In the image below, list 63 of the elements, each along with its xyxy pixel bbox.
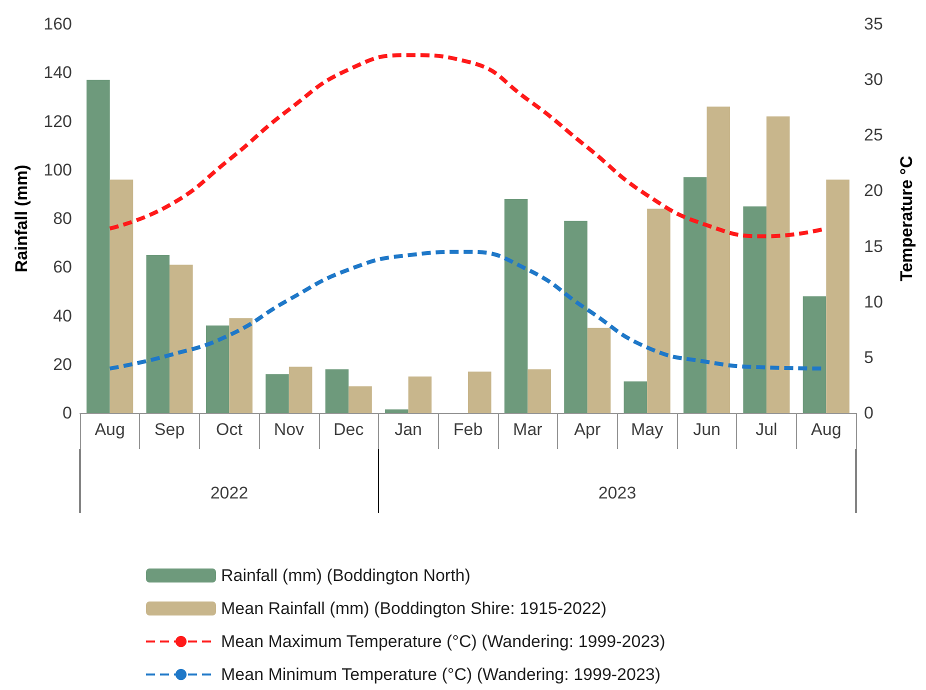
x-tick-label: Feb [453, 420, 483, 439]
y-tick-label: 140 [44, 63, 72, 82]
bar [683, 177, 707, 413]
legend-label: Mean Minimum Temperature (°C) (Wandering: 1999-2023) [221, 665, 661, 684]
bar [146, 254, 170, 413]
bar [706, 106, 730, 413]
bar [348, 386, 372, 413]
bar [408, 376, 432, 413]
x-tick-label: Nov [274, 420, 305, 439]
y2-tick-label: 10 [864, 292, 883, 312]
legend-label: Mean Maximum Temperature (°C) (Wandering: 1999-2023) [221, 632, 666, 651]
y2-tick-label: 15 [864, 236, 883, 256]
y2-tick-label: 5 [864, 348, 874, 367]
bar [564, 220, 588, 413]
bar [504, 199, 528, 413]
y2-tick-label: 25 [864, 126, 883, 145]
x-tick-label: Jun [693, 420, 720, 439]
bar [468, 372, 492, 413]
x-tick-label: Apr [574, 420, 601, 439]
legend-label: Mean Rainfall (mm) (Boddington Shire: 1915-2022) [221, 599, 607, 618]
x-tick-label: Sep [154, 420, 185, 439]
bar [385, 409, 408, 413]
y2-tick-label: 35 [864, 14, 883, 34]
bar [647, 208, 670, 413]
bar [826, 180, 850, 413]
x-tick-label: Oct [216, 420, 243, 439]
y-axis-title: Rainfall (mm) [12, 164, 31, 272]
y-tick-label: 0 [62, 404, 72, 422]
bar [86, 80, 110, 413]
text: 2022 [210, 484, 248, 502]
y2-tick-label: 20 [864, 181, 883, 200]
bar [624, 381, 648, 413]
x-tick-label: Mar [513, 420, 543, 439]
y-tick-label: 40 [53, 306, 72, 326]
bar [802, 296, 826, 413]
bar [110, 180, 134, 413]
bar [229, 318, 253, 413]
x-tick-label: Jan [394, 420, 422, 439]
bar [266, 374, 289, 413]
text: 2023 [598, 484, 636, 502]
bar [743, 206, 766, 413]
x-tick-label: Jul [756, 420, 778, 439]
y-tick-label: 160 [44, 14, 72, 34]
legend-label: Rainfall (mm) (Boddington North) [221, 566, 470, 585]
y2-axis-title: Temperature °C [897, 156, 916, 282]
y-tick-label: 80 [53, 209, 72, 228]
x-tick-label: Aug [811, 420, 842, 439]
y-tick-label: 20 [53, 354, 72, 374]
x-tick-label: Aug [94, 420, 125, 439]
y2-tick-label: 30 [864, 70, 883, 90]
bar [325, 369, 349, 413]
y-tick-label: 120 [44, 112, 72, 131]
bar [288, 366, 312, 413]
bar [766, 116, 790, 413]
bar [206, 325, 230, 413]
x-tick-label: Dec [334, 420, 364, 439]
bar [587, 328, 611, 413]
x-tick-label: May [631, 420, 664, 439]
y-tick-label: 100 [44, 160, 72, 180]
bar [528, 369, 551, 413]
bar [170, 264, 193, 413]
y2-tick-label: 0 [864, 404, 874, 422]
y-tick-label: 60 [53, 258, 72, 277]
